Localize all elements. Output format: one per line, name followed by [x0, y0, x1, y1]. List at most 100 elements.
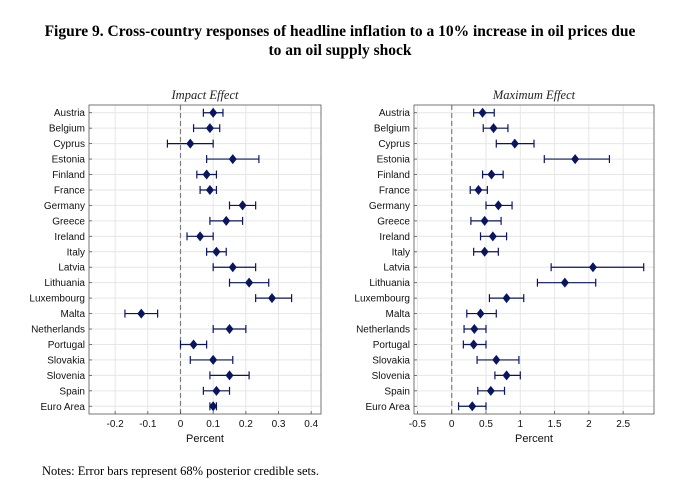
point-marker [228, 262, 237, 273]
category-label: Cyprus [378, 139, 410, 150]
panel-title: Maximum Effect [492, 88, 576, 102]
category-label: Estonia [52, 155, 86, 166]
category-label: Netherlands [31, 325, 85, 336]
category-label: France [379, 185, 411, 196]
category-label: Portugal [48, 340, 85, 351]
category-label: Slovakia [47, 355, 85, 366]
point-marker [468, 401, 477, 412]
point-marker [225, 324, 234, 335]
x-tick-label: 0.1 [206, 419, 220, 430]
point-marker [470, 324, 479, 335]
x-axis-label: Percent [186, 433, 224, 445]
x-tick-label: 0.5 [479, 419, 493, 430]
point-marker [225, 370, 234, 381]
category-label: Lithuania [369, 278, 410, 289]
x-tick-label: -0.5 [409, 419, 427, 430]
x-tick-label: 0 [178, 419, 184, 430]
point-marker [209, 107, 218, 118]
x-tick-label: 1 [518, 419, 524, 430]
category-label: Lithuania [44, 278, 85, 289]
point-marker [588, 262, 597, 273]
category-label: Ireland [54, 232, 85, 243]
category-label: Slovenia [47, 371, 86, 382]
category-label: Belgium [49, 124, 85, 135]
category-label: Cyprus [53, 139, 85, 150]
category-label: Euro Area [41, 402, 86, 413]
point-marker [238, 200, 247, 211]
plot-frame [413, 104, 655, 415]
category-label: Greece [52, 216, 85, 227]
point-marker [571, 154, 580, 165]
category-label: Italy [67, 247, 85, 258]
category-label: Italy [392, 247, 410, 258]
category-label: Belgium [374, 124, 410, 135]
figure-notes: Notes: Error bars represent 68% posterio… [42, 464, 319, 478]
point-marker [267, 293, 276, 304]
point-marker [480, 215, 489, 226]
panel-title: Impact Effect [171, 88, 240, 102]
point-marker [480, 246, 489, 257]
category-label: Austria [54, 108, 86, 119]
panel-impact: Impact Effect -0.2 -0.1 0 0.1 0.2 0.3 0.4 Percen… [29, 88, 322, 445]
category-label: Slovakia [372, 355, 410, 366]
x-tick-label: 0.3 [272, 419, 286, 430]
category-label: Slovenia [372, 371, 411, 382]
point-marker [209, 354, 218, 365]
point-marker [186, 138, 195, 149]
category-label: Netherlands [356, 325, 410, 336]
point-marker [196, 231, 205, 242]
point-marker [488, 231, 497, 242]
point-marker [212, 246, 221, 257]
figure-title-line1: Figure 9. Cross-country responses of hea… [44, 23, 636, 40]
x-tick-label: 2.5 [616, 419, 630, 430]
point-marker [245, 277, 254, 288]
point-marker [494, 200, 503, 211]
point-marker [510, 138, 519, 149]
point-marker [476, 308, 485, 319]
point-marker [212, 385, 221, 396]
category-label: Ireland [379, 232, 410, 243]
category-label: Greece [377, 216, 410, 227]
point-marker [137, 308, 146, 319]
category-label: Spain [384, 386, 410, 397]
point-marker [487, 169, 496, 180]
category-label: Germany [44, 201, 85, 212]
x-axis-label: Percent [515, 433, 553, 445]
category-label: Austria [379, 108, 411, 119]
point-marker [205, 123, 214, 134]
point-marker [209, 401, 218, 412]
category-label: Germany [369, 201, 410, 212]
category-label: France [54, 185, 86, 196]
point-marker [502, 293, 511, 304]
category-label: Portugal [373, 340, 410, 351]
x-tick-label: 0.4 [304, 419, 318, 430]
plot-frame [88, 104, 322, 415]
x-tick-label: -0.2 [107, 419, 125, 430]
x-tick-label: 1.5 [548, 419, 562, 430]
category-label: Spain [59, 386, 85, 397]
category-label: Finland [377, 170, 410, 181]
category-label: Latvia [383, 263, 410, 274]
category-label: Malta [61, 309, 86, 320]
x-tick-label: 2 [586, 419, 592, 430]
point-marker [202, 169, 211, 180]
point-marker [474, 184, 483, 195]
point-marker [228, 154, 237, 165]
category-label: Latvia [58, 263, 85, 274]
figure-title-line2: to an oil supply shock [268, 42, 412, 59]
category-label: Estonia [377, 155, 411, 166]
x-tick-label: 0 [449, 419, 455, 430]
figure-title: Figure 9. Cross-country responses of hea… [20, 22, 660, 60]
category-label: Euro Area [366, 402, 411, 413]
point-marker [502, 370, 511, 381]
category-label: Luxembourg [354, 294, 410, 305]
category-label: Finland [52, 170, 85, 181]
x-tick-label: -0.1 [139, 419, 157, 430]
category-label: Malta [386, 309, 411, 320]
point-marker [560, 277, 569, 288]
point-marker [492, 354, 501, 365]
point-marker [469, 339, 478, 350]
x-tick-label: 0.2 [239, 419, 253, 430]
point-marker [205, 184, 214, 195]
